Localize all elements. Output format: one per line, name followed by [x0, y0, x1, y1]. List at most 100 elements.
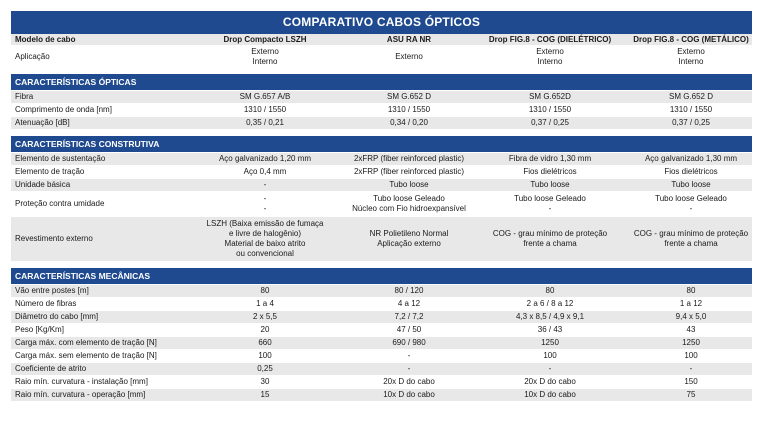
- cell-text: -: [689, 204, 693, 213]
- cell-text: Externo: [536, 46, 564, 56]
- row-value: 2 a 6 / 8 a 12: [470, 297, 630, 311]
- row-value: 1250: [470, 336, 630, 350]
- spacer-row: [11, 129, 752, 136]
- comparison-table-body: Modelo de cabo Drop Compacto LSZH ASU RA N…: [11, 34, 752, 402]
- cell-text: Tubo loose Geleado: [373, 194, 445, 203]
- row-value: 690 / 980: [348, 336, 470, 350]
- cell-text: NR Polietileno Normal: [369, 229, 449, 238]
- row-value: 2xFRP (fiber reinforced plastic): [348, 152, 470, 166]
- cell-text: Tubo loose Geleado: [655, 194, 727, 203]
- cell-text: frente a chama: [523, 239, 577, 248]
- cell-text: 10x D do cabo: [524, 390, 576, 399]
- row-value: 1310 / 1550: [470, 103, 630, 117]
- table-row: Peso [Kg/Km] 20 47 / 50 36 / 43 43: [11, 323, 752, 337]
- cell-text: 0,34 / 0,20: [390, 118, 428, 127]
- cell-text: SM G.652D: [529, 92, 571, 101]
- table-row: Raio mín. curvatura - instalação [mm] 30 2…: [11, 375, 752, 389]
- table-row: Elemento de sustentação Aço galvanizado 1…: [11, 152, 752, 166]
- spacer-cell: [11, 67, 752, 74]
- cell-text: Aço galvanizado 1,30 mm: [644, 154, 738, 163]
- cell-text: 7,2 / 7,2: [394, 312, 424, 321]
- cell-text: 1 a 4: [256, 299, 274, 308]
- cell-text: Interno: [537, 56, 563, 66]
- row-label: Raio mín. curvatura - instalação [mm]: [11, 375, 182, 389]
- cell-text: Material de baixo atrito: [224, 239, 306, 248]
- cell-text: 1310 / 1550: [669, 105, 713, 114]
- row-value: Externo Interno: [182, 45, 348, 68]
- row-value: 80: [182, 284, 348, 298]
- cell-text: SM G.657 A/B: [239, 92, 291, 101]
- cell-text: 100: [543, 351, 557, 360]
- row-value: Tubo loose Geleado Núcleo com Fio hidroex…: [348, 191, 470, 217]
- row-value: 80: [470, 284, 630, 298]
- row-value: 0,34 / 0,20: [348, 116, 470, 130]
- section-header: CARACTERÍSTICAS ÓPTICAS: [11, 74, 752, 91]
- row-value: 20x D do cabo: [348, 375, 470, 389]
- row-value: 9,4 x 5,0: [630, 310, 752, 324]
- row-value: SM G.652 D: [630, 90, 752, 104]
- row-label: Aplicação: [11, 45, 182, 68]
- cell-text: -: [407, 364, 411, 373]
- cell-text: 1250: [541, 338, 559, 347]
- row-label: Revestimento externo: [11, 216, 182, 262]
- cell-text: 100: [684, 351, 698, 360]
- table-row: Coeficiente de atrito 0,25 - - -: [11, 362, 752, 376]
- cell-text: 0,37 / 0,25: [672, 118, 710, 127]
- row-value: 0,25: [182, 362, 348, 376]
- cell-text: Aço 0,4 mm: [243, 167, 287, 176]
- row-value: -: [348, 349, 470, 363]
- row-value: 20: [182, 323, 348, 337]
- row-value: 0,35 / 0,21: [182, 116, 348, 130]
- row-value: Aço 0,4 mm: [182, 165, 348, 179]
- cell-text: Interno: [252, 56, 278, 66]
- cell-text: Núcleo com Fio hidroexpansível: [352, 204, 466, 213]
- cell-text: COG - grau mínimo de proteção: [633, 229, 749, 238]
- row-value: Fibra de vidro 1,30 mm: [470, 152, 630, 166]
- row-label: Peso [Kg/Km]: [11, 323, 182, 337]
- section-header: CARACTERÍSTICAS MECÂNICAS: [11, 268, 752, 285]
- comparison-table: Modelo de cabo Drop Compacto LSZH ASU RA N…: [11, 34, 752, 402]
- cell-text: 2 x 5,5: [252, 312, 277, 321]
- cell-text: 0,35 / 0,21: [246, 118, 284, 127]
- table-row: Unidade básica - Tubo loose Tubo loose Tubo …: [11, 178, 752, 192]
- section-title: CARACTERÍSTICAS CONSTRUTIVA: [11, 136, 752, 153]
- row-value: COG - grau mínimo de proteção frente a ch…: [470, 216, 630, 262]
- cell-text: 2xFRP (fiber reinforced plastic): [353, 154, 465, 163]
- cell-text: 15: [260, 390, 270, 399]
- cell-text: COG - grau mínimo de proteção: [492, 229, 608, 238]
- row-value: 36 / 43: [470, 323, 630, 337]
- row-value: 0,37 / 0,25: [470, 116, 630, 130]
- cell-text: 80: [545, 286, 555, 295]
- row-value: SM G.657 A/B: [182, 90, 348, 104]
- cell-text: Tubo loose: [389, 180, 429, 189]
- table-row: Revestimento externo LSZH (Baixa emissão …: [11, 216, 752, 262]
- cell-text: 10x D do cabo: [383, 390, 435, 399]
- cell-text: 1310 / 1550: [387, 105, 431, 114]
- row-value: Tubo loose: [630, 178, 752, 192]
- row-value: Externo Interno: [470, 45, 630, 68]
- cell-text: 80: [686, 286, 696, 295]
- cell-text: 2xFRP (fiber reinforced plastic): [353, 167, 465, 176]
- section-header: CARACTERÍSTICAS CONSTRUTIVA: [11, 136, 752, 153]
- row-value: 150: [630, 375, 752, 389]
- row-value: Aço galvanizado 1,20 mm: [182, 152, 348, 166]
- row-value: 1310 / 1550: [630, 103, 752, 117]
- row-label: Elemento de tração: [11, 165, 182, 179]
- row-value: 1310 / 1550: [348, 103, 470, 117]
- row-value: 100: [182, 349, 348, 363]
- cell-text: -: [548, 204, 552, 213]
- row-value: NR Polietileno Normal Aplicação externo: [348, 216, 470, 262]
- cell-text: Interno: [678, 56, 704, 66]
- table-row: Fibra SM G.657 A/B SM G.652 D SM G.652D SM G…: [11, 90, 752, 104]
- row-label: Proteção contra umidade: [11, 191, 182, 217]
- cell-text: 2 a 6 / 8 a 12: [526, 299, 574, 308]
- cell-text: Tubo loose Geleado: [514, 194, 586, 203]
- row-value: 47 / 50: [348, 323, 470, 337]
- row-label: Unidade básica: [11, 178, 182, 192]
- cell-text: -: [263, 204, 267, 213]
- row-value: 20x D do cabo: [470, 375, 630, 389]
- row-value: 80: [630, 284, 752, 298]
- cell-text: frente a chama: [664, 239, 718, 248]
- cell-text: 4,3 x 8,5 / 4,9 x 9,1: [515, 312, 585, 321]
- row-value: 2xFRP (fiber reinforced plastic): [348, 165, 470, 179]
